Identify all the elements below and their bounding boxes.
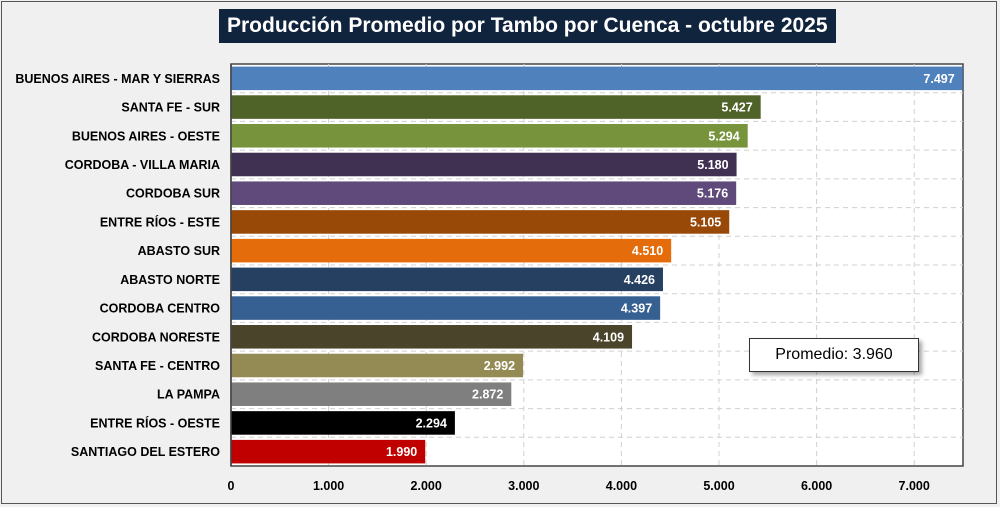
bar — [231, 181, 737, 205]
value-label: 4.397 — [621, 302, 652, 316]
category-label: ENTRE RÍOS - OESTE — [90, 415, 220, 430]
x-tick-label: 1.000 — [313, 479, 344, 493]
bar — [231, 296, 661, 320]
value-label: 4.426 — [624, 273, 655, 287]
category-label: ABASTO NORTE — [120, 273, 220, 287]
value-label: 5.105 — [690, 215, 721, 229]
x-tick-label: 0 — [228, 479, 235, 493]
value-label: 5.176 — [697, 187, 728, 201]
x-tick-label: 7.000 — [899, 479, 930, 493]
value-label: 1.990 — [386, 445, 417, 459]
bar — [231, 124, 748, 148]
bar — [231, 210, 730, 234]
category-label: BUENOS AIRES - OESTE — [72, 129, 220, 143]
category-label: SANTIAGO DEL ESTERO — [71, 445, 220, 459]
bar — [231, 66, 963, 91]
category-label: CORDOBA SUR — [126, 187, 220, 201]
category-label: ENTRE RÍOS - ESTE — [100, 214, 220, 229]
bar — [231, 411, 455, 435]
bar — [231, 152, 737, 177]
value-label: 5.294 — [708, 129, 739, 143]
value-label: 4.510 — [632, 244, 663, 258]
bar — [231, 267, 663, 292]
bar — [231, 439, 426, 464]
bar — [231, 95, 761, 119]
category-label: LA PAMPA — [157, 388, 220, 402]
average-annotation: Promedio: 3.960 — [749, 338, 919, 372]
bar — [231, 325, 633, 349]
category-label: CORDOBA - VILLA MARIA — [65, 158, 220, 172]
value-label: 7.497 — [923, 72, 954, 86]
value-label: 4.109 — [593, 330, 624, 344]
value-label: 5.180 — [697, 158, 728, 172]
bar — [231, 353, 524, 378]
value-label: 2.992 — [484, 359, 515, 373]
category-label: CORDOBA CENTRO — [100, 302, 221, 316]
x-tick-label: 5.000 — [703, 479, 734, 493]
x-tick-label: 2.000 — [411, 479, 442, 493]
category-label: BUENOS AIRES - MAR Y SIERRAS — [15, 72, 220, 86]
x-tick-label: 6.000 — [801, 479, 832, 493]
chart-title: Producción Promedio por Tambo por Cuenca… — [219, 9, 836, 43]
value-label: 5.427 — [721, 101, 752, 115]
bar — [231, 238, 672, 263]
x-tick-label: 3.000 — [508, 479, 539, 493]
category-label: SANTA FE - CENTRO — [95, 359, 220, 373]
value-label: 2.872 — [472, 388, 503, 402]
value-label: 2.294 — [416, 416, 447, 430]
category-label: ABASTO SUR — [138, 244, 220, 258]
category-label: SANTA FE - SUR — [121, 101, 220, 115]
bar — [231, 382, 512, 406]
category-label: CORDOBA NORESTE — [92, 330, 220, 344]
x-tick-label: 4.000 — [606, 479, 637, 493]
